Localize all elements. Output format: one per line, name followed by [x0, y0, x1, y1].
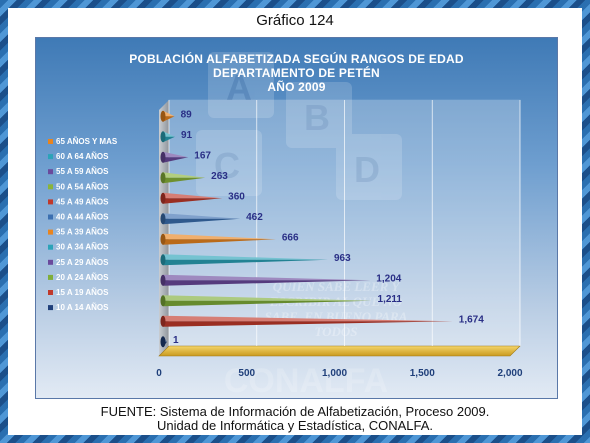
bar-group: 1,204	[160, 273, 402, 286]
bar-group: 666	[160, 232, 299, 245]
data-label: 462	[246, 212, 263, 223]
bar	[163, 131, 175, 137]
x-tick-label: 500	[238, 368, 255, 379]
bar	[163, 218, 241, 225]
bar-group: 167	[160, 150, 211, 163]
bar	[163, 239, 276, 245]
legend-swatch	[48, 139, 53, 144]
data-label: 167	[194, 150, 211, 161]
legend-swatch	[48, 305, 53, 311]
bar	[163, 321, 453, 327]
legend-label: 25 A 29 AÑOS	[56, 258, 109, 267]
bar-base	[160, 315, 166, 327]
bar-group: 360	[160, 191, 245, 204]
x-tick-label: 0	[156, 368, 162, 379]
data-label: 1,204	[376, 273, 401, 284]
bar	[163, 213, 241, 219]
legend-label: 40 A 44 AÑOS	[56, 213, 109, 222]
data-label: 89	[181, 109, 193, 120]
source-line-2: Unidad de Informática y Estadística, CON…	[156, 418, 433, 433]
bar	[163, 315, 453, 322]
bar-base	[160, 151, 166, 163]
bar	[163, 259, 329, 266]
data-label: 263	[211, 171, 228, 182]
bar-base	[160, 336, 166, 348]
page-title: Gráfico 124	[256, 12, 334, 29]
legend-swatch	[48, 199, 53, 205]
bar-base	[160, 110, 166, 122]
data-label: 963	[334, 253, 351, 264]
legend-label: 20 A 24 AÑOS	[56, 273, 109, 282]
legend-label: 65 AÑOS Y MAS	[56, 137, 118, 146]
legend-swatch	[48, 214, 53, 220]
bar	[163, 233, 276, 240]
chart-title-line-3: AÑO 2009	[267, 80, 326, 94]
plot-floor	[158, 345, 521, 357]
bar-group: 91	[160, 130, 193, 143]
bar-group: 1	[160, 335, 179, 348]
slide: Gráfico 124 A B C D QUIEN SABE LEER Y ES…	[8, 8, 582, 435]
x-tick-label: 1,000	[322, 368, 347, 379]
bar	[163, 110, 175, 117]
chart-frame: A B C D QUIEN SABE LEER Y ESCRIBIR AL QU…	[35, 37, 558, 399]
data-label: 1,674	[459, 314, 484, 325]
legend-label: 60 A 64 AÑOS	[56, 152, 109, 161]
bar-base	[160, 131, 166, 143]
data-label: 91	[181, 130, 193, 141]
legend-swatch	[48, 229, 53, 235]
bar	[163, 254, 329, 260]
legend-label: 45 A 49 AÑOS	[56, 197, 109, 206]
bar-base	[160, 274, 166, 286]
bar-group: 963	[160, 253, 351, 266]
legend-label: 30 A 34 AÑOS	[56, 243, 109, 252]
legend-swatch	[48, 244, 53, 250]
bar	[163, 151, 189, 158]
bar-base	[160, 295, 166, 307]
legend-label: 50 A 54 AÑOS	[56, 182, 109, 191]
bar	[163, 274, 371, 281]
legend-swatch	[48, 154, 53, 160]
bar	[163, 280, 371, 286]
bar-group: 263	[160, 171, 228, 184]
legend-label: 10 A 14 AÑOS	[56, 303, 109, 312]
bar-base	[160, 172, 166, 184]
bar	[163, 172, 206, 178]
source-line-1: FUENTE: Sistema de Información de Alfabe…	[100, 404, 490, 419]
legend-swatch	[48, 274, 53, 280]
bar	[163, 157, 189, 163]
legend-swatch	[48, 184, 53, 190]
bar	[163, 136, 175, 143]
legend-label: 35 A 39 AÑOS	[56, 228, 109, 237]
bar-base	[160, 233, 166, 245]
data-label: 666	[282, 232, 299, 243]
source-note: FUENTE: Sistema de Información de Alfabe…	[8, 405, 582, 433]
plot-side-wall	[159, 100, 169, 356]
data-label: 360	[228, 191, 245, 202]
legend-label: 15 A 19 AÑOS	[56, 288, 109, 297]
legend-swatch	[48, 169, 53, 175]
bar-chart: 0 500 1,000 1,500 2,000 1 1,674 1,211 1,204 963 66…	[48, 99, 523, 379]
bar-base	[160, 192, 166, 204]
x-tick-label: 1,500	[410, 368, 435, 379]
legend-label: 55 A 59 AÑOS	[56, 167, 109, 176]
x-tick-label: 2,000	[497, 368, 522, 379]
bar-group: 89	[160, 109, 193, 122]
chart-title-line-2: DEPARTAMENTO DE PETÉN	[213, 66, 380, 80]
bar	[163, 177, 206, 184]
bar-group: 462	[160, 212, 263, 225]
bar	[163, 192, 223, 199]
legend-swatch	[48, 290, 53, 295]
bar-base	[160, 254, 166, 266]
bar-base	[160, 213, 166, 225]
data-label: 1,211	[378, 294, 403, 305]
bar	[163, 198, 223, 204]
legend-swatch	[48, 259, 53, 265]
bar	[163, 116, 175, 122]
chart-title-line-1: POBLACIÓN ALFABETIZADA SEGÚN RANGOS DE E…	[129, 52, 464, 66]
data-label: 1	[173, 335, 179, 346]
bar-group: 1,674	[160, 314, 484, 327]
